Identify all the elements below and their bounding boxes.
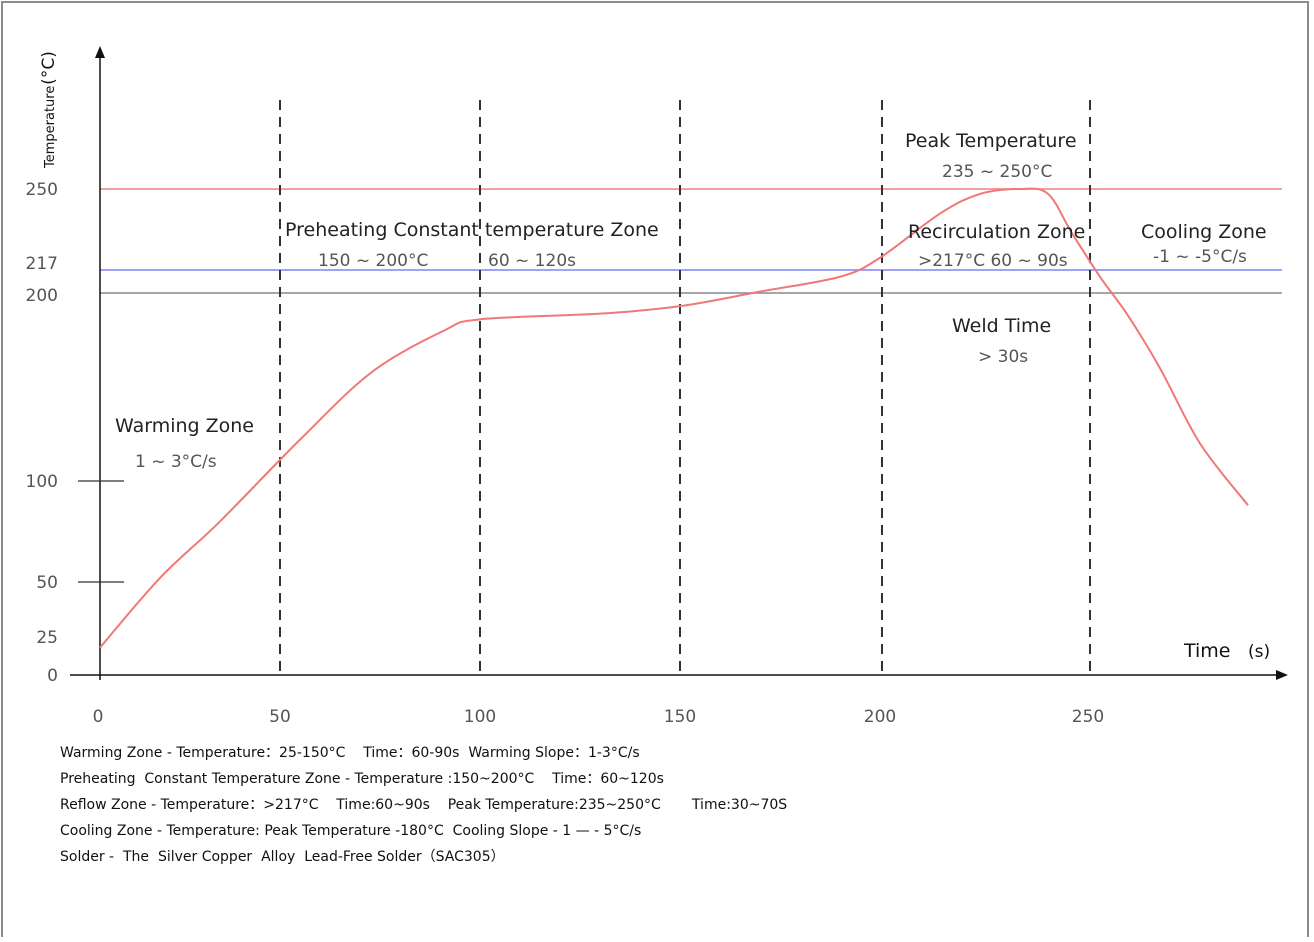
y-tick-label-25: 25: [36, 628, 58, 648]
x-tick-label-150: 150: [664, 707, 696, 727]
y-tick-label-100: 100: [26, 472, 58, 492]
cooling-zone-detail: -1 ~ -5°C/s: [1153, 247, 1247, 267]
weld-time-detail: > 30s: [978, 347, 1028, 367]
y-axis-label: Temperature: [43, 86, 58, 169]
x-axis-arrow: [1276, 670, 1288, 680]
cooling-zone-title: Cooling Zone: [1141, 221, 1267, 243]
x-tick-label-0: 0: [93, 707, 104, 727]
weld-time-title: Weld Time: [952, 315, 1051, 337]
preheating-zone-temp: 150 ~ 200°C: [318, 251, 428, 271]
warming-zone-title: Warming Zone: [115, 415, 254, 437]
y-tick-label-0: 0: [47, 666, 58, 686]
x-tick-label-250: 250: [1072, 707, 1104, 727]
note-cooling-zone: Cooling Zone - Temperature: Peak Tempera…: [60, 823, 642, 839]
warming-zone-detail: 1 ~ 3°C/s: [135, 452, 217, 472]
note-reflow-zone: Reflow Zone - Temperature：>217°C Time:60…: [60, 797, 788, 813]
x-tick-label-200: 200: [864, 707, 896, 727]
x-tick-label-50: 50: [269, 707, 291, 727]
x-tick-label-100: 100: [464, 707, 496, 727]
temperature-profile-curve-0: [99, 187, 1249, 649]
note-preheating-zone: Preheating Constant Temperature Zone - T…: [60, 771, 664, 787]
axis-layer: 0 25 50 100 200 217 250 0 50 100 150 200 250: [26, 46, 1288, 727]
y-axis-unit: (°C): [39, 51, 59, 85]
recirculation-zone-detail: >217°C 60 ~ 90s: [918, 251, 1068, 271]
y-tick-label-250: 250: [26, 180, 58, 200]
y-tick-label-200: 200: [26, 286, 58, 306]
x-axis-unit: (s): [1248, 642, 1270, 662]
label-layer: Temperature (°C) Time (s) Warming Zone 1…: [39, 51, 1270, 662]
note-warming-zone: Warming Zone - Temperature：25-150°C Time…: [60, 745, 640, 761]
specification-notes: Warming Zone - Temperature：25-150°C Time…: [60, 740, 1160, 870]
y-tick-label-50: 50: [36, 573, 58, 593]
peak-temperature-title: Peak Temperature: [905, 130, 1077, 152]
peak-temperature-detail: 235 ~ 250°C: [942, 162, 1052, 182]
x-axis-label: Time: [1183, 640, 1231, 662]
grid-layer: [100, 100, 1282, 675]
y-axis-arrow: [95, 46, 105, 58]
preheating-zone-time: 60 ~ 120s: [488, 251, 576, 271]
note-solder: Solder - The Silver Copper Alloy Lead-Fr…: [60, 849, 505, 865]
series-layer: [99, 187, 1249, 649]
recirculation-zone-title: Recirculation Zone: [908, 221, 1085, 243]
y-tick-label-217: 217: [26, 254, 58, 274]
preheating-zone-title: Preheating Constant temperature Zone: [285, 219, 659, 241]
